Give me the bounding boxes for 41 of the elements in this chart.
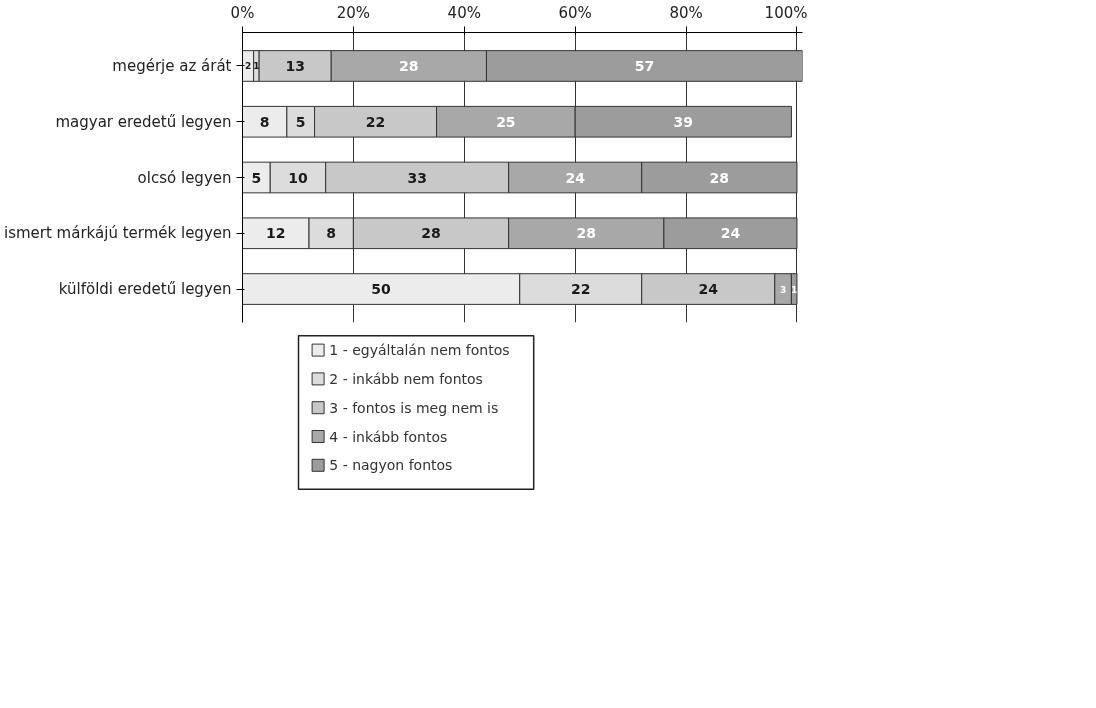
data-label: 50 bbox=[371, 281, 392, 298]
data-label: 57 bbox=[634, 57, 655, 74]
y-tick-label: külföldi eredetű legyen bbox=[58, 280, 232, 299]
data-label: 28 bbox=[709, 169, 730, 186]
data-label: 28 bbox=[399, 57, 419, 74]
legend-label: 5 - nagyon fontos bbox=[329, 457, 453, 474]
data-label: 5 bbox=[251, 169, 262, 186]
legend-label: 2 - inkább nem fontos bbox=[329, 370, 483, 387]
x-tick-label: 20% bbox=[336, 3, 371, 22]
y-tick-label: magyar eredetű legyen bbox=[55, 112, 232, 131]
data-label: 33 bbox=[407, 169, 427, 186]
data-label: 3 bbox=[779, 284, 787, 295]
data-label: 24 bbox=[720, 225, 741, 242]
x-tick-label: 40% bbox=[447, 3, 481, 22]
data-label: 8 bbox=[326, 225, 337, 242]
data-label: 24 bbox=[565, 169, 586, 186]
legend-label: 3 - fontos is meg nem is bbox=[329, 399, 499, 416]
x-tick-label: 60% bbox=[558, 3, 592, 22]
data-label: 13 bbox=[285, 57, 305, 74]
data-label: 5 bbox=[295, 113, 306, 130]
data-label: 39 bbox=[673, 113, 694, 130]
x-tick-label: 80% bbox=[669, 3, 703, 22]
data-label: 2 bbox=[244, 61, 252, 72]
y-tick-label: megérje az árát bbox=[112, 56, 232, 75]
data-label: 12 bbox=[266, 225, 286, 242]
y-tick-label: olcsó legyen bbox=[137, 168, 232, 187]
x-tick-label: 100% bbox=[764, 3, 808, 22]
data-label: 8 bbox=[259, 113, 270, 130]
data-label: 24 bbox=[698, 281, 719, 298]
data-label: 22 bbox=[365, 113, 386, 130]
data-label: 25 bbox=[496, 113, 516, 130]
y-tick-label: ismert márkájú termék legyen bbox=[4, 224, 232, 243]
data-label: 10 bbox=[288, 169, 308, 186]
x-tick-label: 0% bbox=[230, 3, 255, 22]
data-label: 1 bbox=[253, 61, 260, 72]
legend-label: 4 - inkább fontos bbox=[329, 428, 448, 445]
data-label: 28 bbox=[421, 225, 441, 242]
data-label: 28 bbox=[576, 225, 597, 242]
data-label: 22 bbox=[570, 281, 591, 298]
legend-label: 1 - egyáltalán nem fontos bbox=[329, 342, 510, 359]
data-label: 1 bbox=[791, 284, 798, 295]
